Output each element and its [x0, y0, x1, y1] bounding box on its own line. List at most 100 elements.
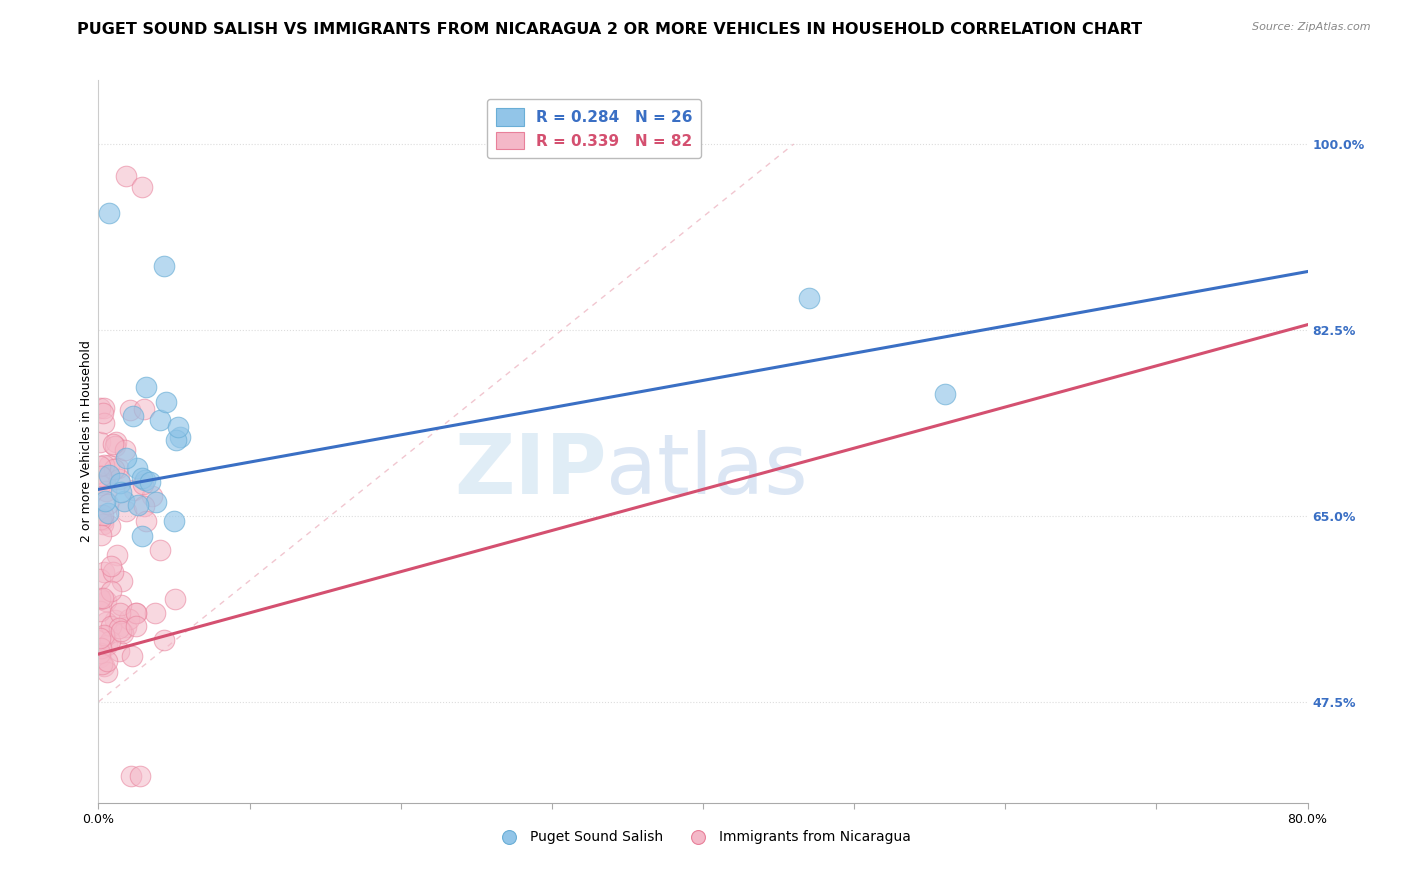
Point [122, 409, 145, 424]
Point [108, 621, 131, 635]
Point [153, 259, 176, 273]
Point [121, 648, 143, 663]
Point [125, 618, 148, 632]
Point [90, 641, 112, 656]
Point [103, 461, 125, 475]
Point [97, 496, 120, 510]
Point [89, 591, 111, 606]
Point [143, 606, 166, 620]
Point [111, 574, 134, 589]
Point [129, 769, 152, 783]
Point [94, 629, 117, 643]
Point [98, 458, 121, 473]
Point [89, 458, 111, 473]
Point [93, 659, 115, 673]
Point [135, 514, 157, 528]
Point [114, 620, 136, 634]
Point [149, 543, 172, 558]
Point [100, 618, 122, 632]
Point [108, 644, 131, 658]
Point [101, 566, 124, 580]
Point [125, 606, 148, 620]
Point [131, 529, 153, 543]
Point [93, 565, 115, 579]
Point [93, 628, 115, 642]
Point [105, 434, 128, 449]
Point [91, 591, 114, 605]
Point [91, 657, 114, 671]
Point [93, 401, 115, 416]
Point [114, 504, 136, 518]
Point [797, 291, 820, 305]
Point [135, 380, 157, 394]
Point [93, 406, 115, 420]
Point [108, 476, 131, 491]
Point [108, 606, 131, 620]
Point [93, 458, 115, 473]
Point [90, 528, 112, 542]
Point [122, 483, 145, 498]
Point [100, 559, 122, 574]
Point [139, 475, 162, 489]
Point [98, 518, 121, 533]
Text: PUGET SOUND SALISH VS IMMIGRANTS FROM NICARAGUA 2 OR MORE VEHICLES IN HOUSEHOLD : PUGET SOUND SALISH VS IMMIGRANTS FROM NI… [77, 22, 1143, 37]
Point [89, 572, 111, 586]
Point [114, 450, 136, 465]
Point [165, 433, 187, 447]
Point [132, 500, 155, 514]
Point [107, 461, 129, 475]
Point [110, 624, 132, 638]
Point [96, 638, 118, 652]
Point [105, 548, 128, 562]
Point [89, 646, 111, 660]
Point [97, 506, 120, 520]
Point [163, 592, 186, 607]
Point [155, 394, 177, 409]
Point [89, 646, 111, 660]
Point [94, 494, 117, 508]
Point [141, 489, 163, 503]
Point [97, 206, 120, 220]
Text: atlas: atlas [606, 430, 808, 511]
Point [89, 631, 111, 645]
Point [934, 386, 956, 401]
Point [114, 442, 136, 457]
Point [98, 634, 121, 648]
Legend: Puget Sound Salish, Immigrants from Nicaragua: Puget Sound Salish, Immigrants from Nica… [489, 825, 917, 850]
Point [94, 483, 117, 498]
Point [91, 508, 114, 522]
Point [90, 512, 112, 526]
Point [89, 649, 111, 664]
Y-axis label: 2 or more Vehicles in Household: 2 or more Vehicles in Household [80, 341, 93, 542]
Point [93, 417, 115, 431]
Point [145, 495, 167, 509]
Point [90, 469, 112, 483]
Point [112, 626, 135, 640]
Point [131, 179, 153, 194]
Point [96, 594, 118, 608]
Point [89, 591, 111, 606]
Point [132, 402, 155, 417]
Point [169, 430, 191, 444]
Point [134, 473, 156, 487]
Point [120, 769, 142, 783]
Point [149, 413, 172, 427]
Point [91, 517, 114, 532]
Point [118, 403, 141, 417]
Point [96, 615, 118, 629]
Point [110, 484, 132, 499]
Point [110, 598, 132, 612]
Point [89, 434, 111, 449]
Point [152, 632, 174, 647]
Text: Source: ZipAtlas.com: Source: ZipAtlas.com [1253, 22, 1371, 32]
Point [132, 476, 155, 491]
Point [108, 472, 131, 486]
Point [125, 607, 148, 621]
Point [94, 475, 117, 490]
Point [131, 471, 153, 485]
Point [91, 512, 114, 526]
Point [112, 493, 135, 508]
Text: ZIP: ZIP [454, 430, 606, 511]
Point [163, 514, 186, 528]
Point [104, 613, 127, 627]
